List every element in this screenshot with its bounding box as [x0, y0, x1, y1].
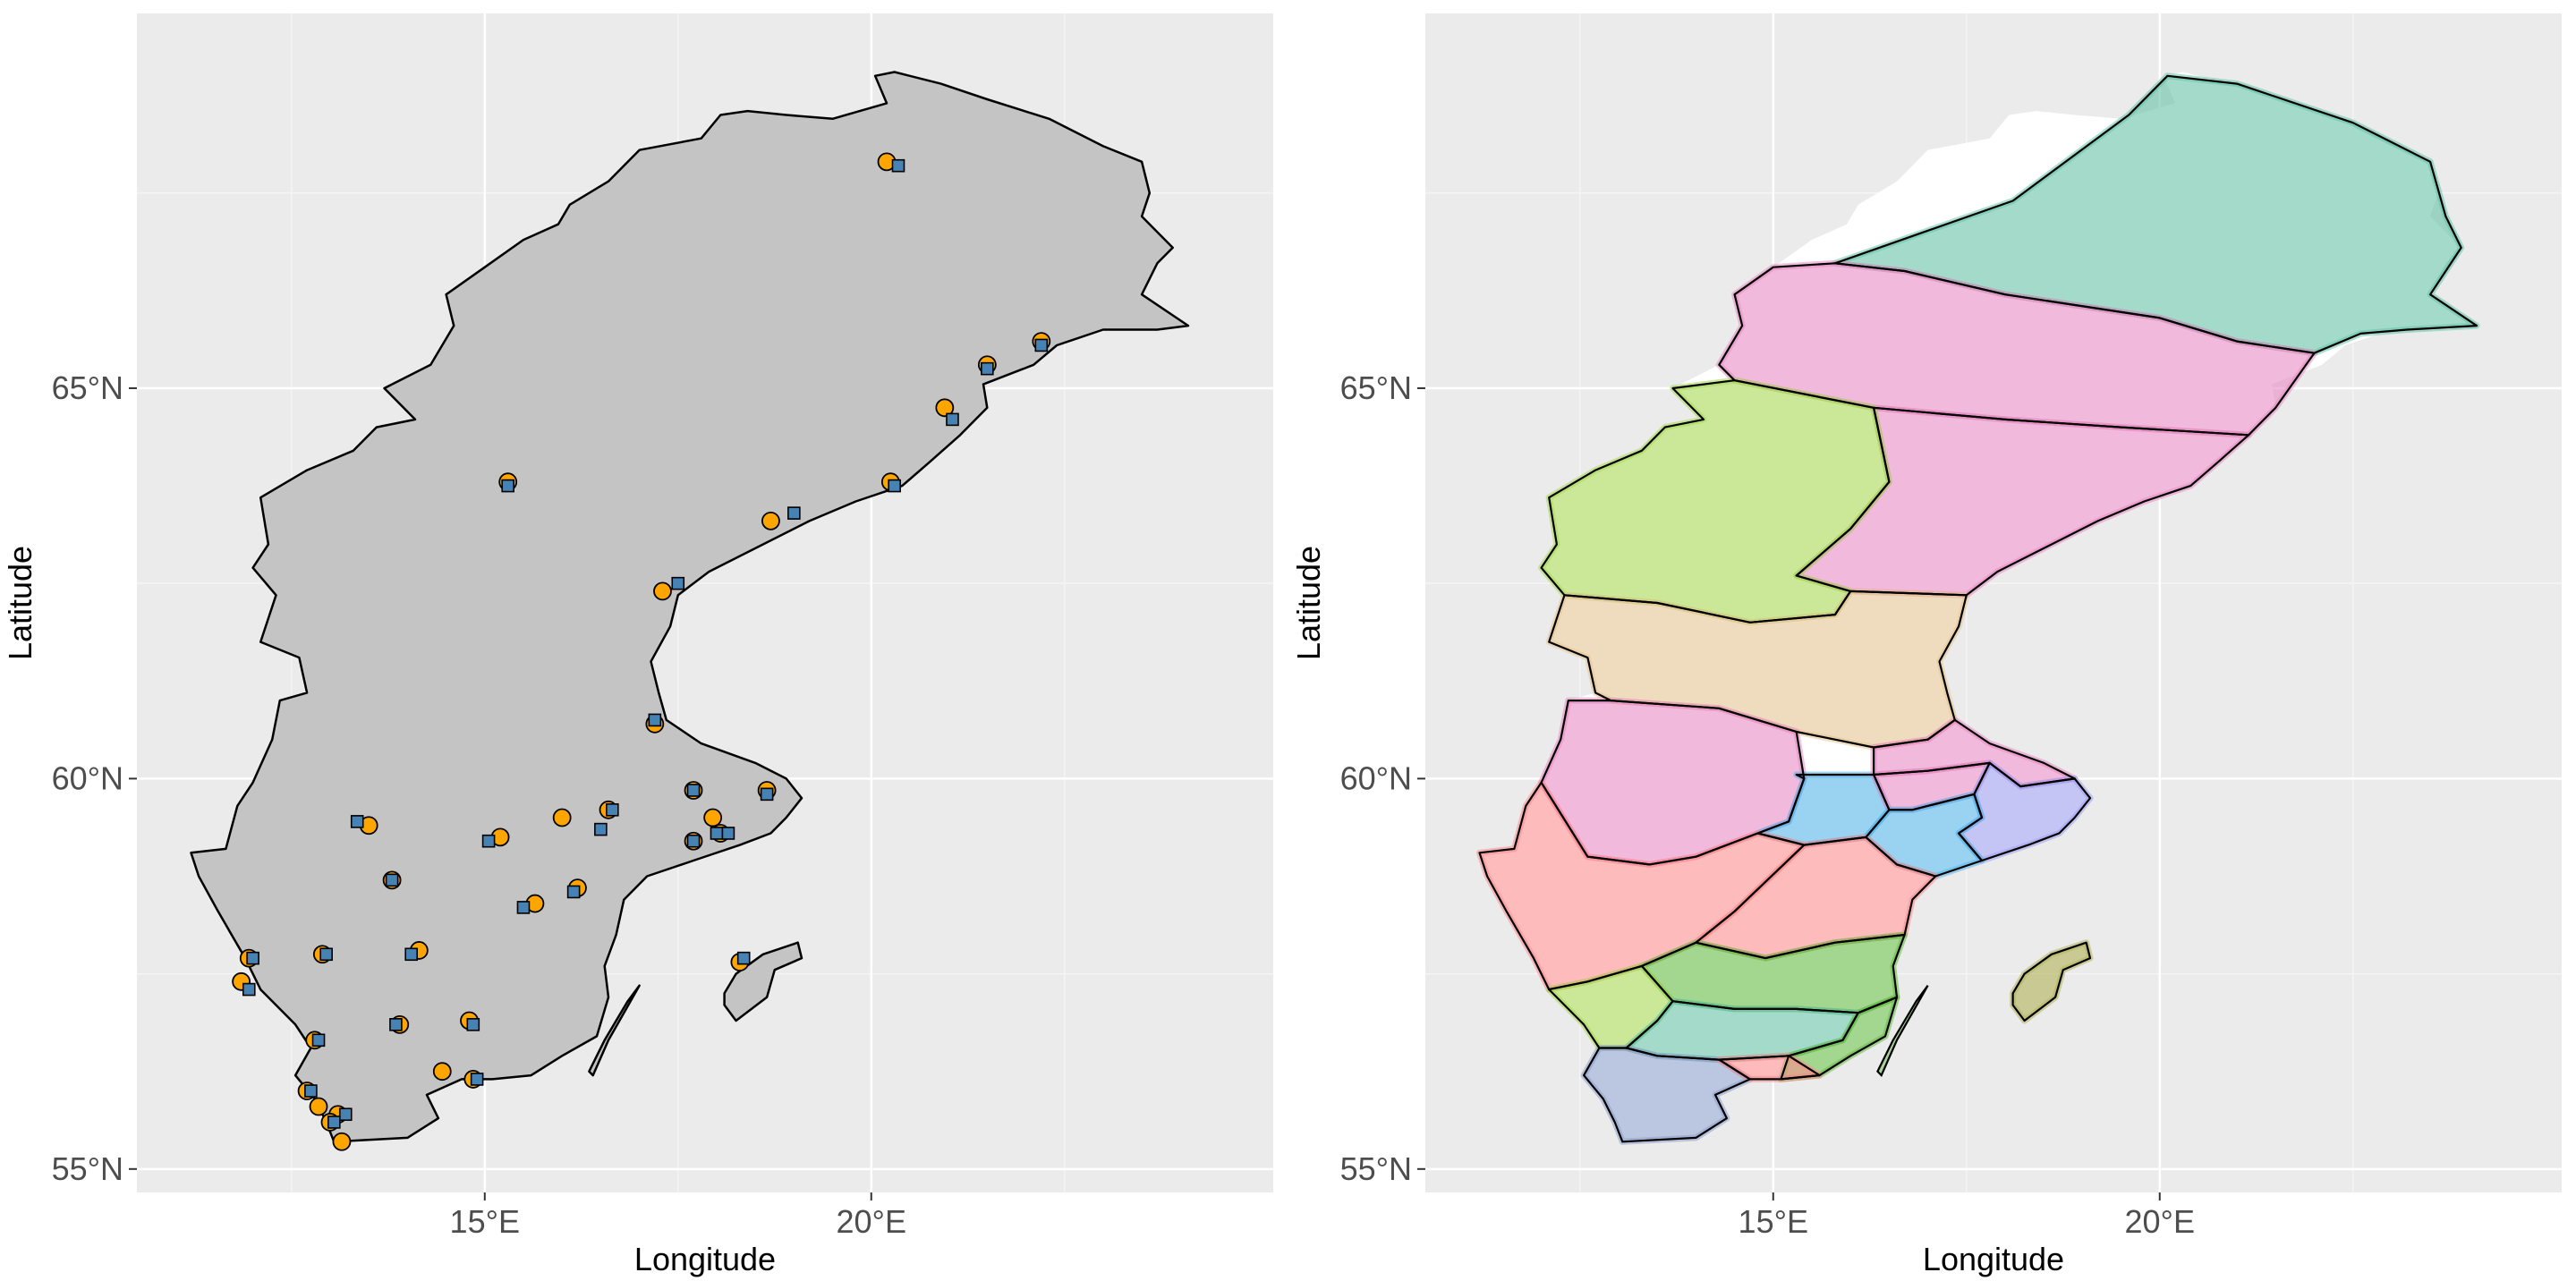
square-point — [327, 1116, 341, 1129]
square-point — [686, 834, 701, 848]
circle-point — [552, 808, 572, 827]
y-tick-label: 60°N — [1340, 759, 1412, 796]
square-point — [686, 784, 701, 797]
square-point — [385, 873, 399, 887]
square-point — [606, 803, 619, 817]
circle-point — [653, 581, 672, 601]
square-point — [350, 815, 364, 828]
square-point — [1034, 338, 1049, 352]
map-layer — [190, 71, 1190, 1151]
square-point — [311, 1033, 326, 1048]
panel-right: 15°E 20°E 55°N 60°N 65°N Longitude Latitude — [1290, 13, 2562, 1277]
circle-point — [703, 808, 723, 827]
square-point — [389, 1018, 403, 1031]
square-point — [481, 834, 496, 848]
circle-point — [309, 1097, 328, 1116]
square-point — [470, 1073, 484, 1086]
x-axis-title: Longitude — [634, 1241, 776, 1277]
square-point — [501, 479, 514, 493]
square-point — [338, 1107, 353, 1122]
x-axis-title: Longitude — [1923, 1241, 2064, 1277]
county-border — [2011, 941, 2092, 1022]
y-tick-label: 65°N — [1340, 369, 1412, 406]
x-tick-label: 15°E — [450, 1203, 520, 1240]
square-point — [319, 947, 333, 962]
county-border — [1582, 1047, 1752, 1143]
square-point — [566, 885, 581, 899]
circle-point — [935, 398, 955, 418]
circle-point — [761, 511, 780, 530]
square-point — [304, 1084, 318, 1098]
square-point — [710, 827, 724, 840]
square-point — [404, 947, 419, 962]
circle-point — [432, 1062, 452, 1082]
x-tick-label: 20°E — [837, 1203, 906, 1240]
square-point — [760, 787, 774, 802]
square-point — [721, 827, 735, 840]
square-point — [466, 1018, 480, 1031]
panel-left: 15°E 20°E 55°N 60°N 65°N Longitude Latitude — [2, 13, 1273, 1277]
y-axis-title: Latitude — [2, 546, 38, 660]
square-point — [981, 361, 994, 376]
y-tick-label: 65°N — [52, 369, 123, 406]
square-point — [891, 158, 905, 173]
square-point — [787, 506, 801, 520]
sweden-mainland — [190, 71, 1190, 1143]
y-axis-title: Latitude — [1290, 546, 1327, 660]
square-point — [946, 412, 959, 427]
square-point — [246, 951, 259, 965]
oland-island — [1876, 985, 1929, 1078]
y-tick-label: 55°N — [1340, 1150, 1412, 1187]
x-tick-label: 15°E — [1739, 1203, 1808, 1240]
square-point — [888, 479, 901, 493]
square-point — [648, 713, 662, 727]
square-point — [594, 822, 608, 836]
square-point — [671, 576, 685, 590]
y-tick-label: 60°N — [52, 759, 123, 796]
circle-point — [332, 1132, 352, 1151]
square-point — [242, 982, 256, 997]
square-point — [736, 951, 751, 965]
map-layer — [1476, 72, 2480, 1145]
oland-island — [588, 984, 641, 1077]
square-point — [516, 901, 531, 914]
y-tick-label: 55°N — [52, 1150, 123, 1187]
x-tick-label: 20°E — [2125, 1203, 2195, 1240]
county-border — [1718, 1055, 1821, 1081]
